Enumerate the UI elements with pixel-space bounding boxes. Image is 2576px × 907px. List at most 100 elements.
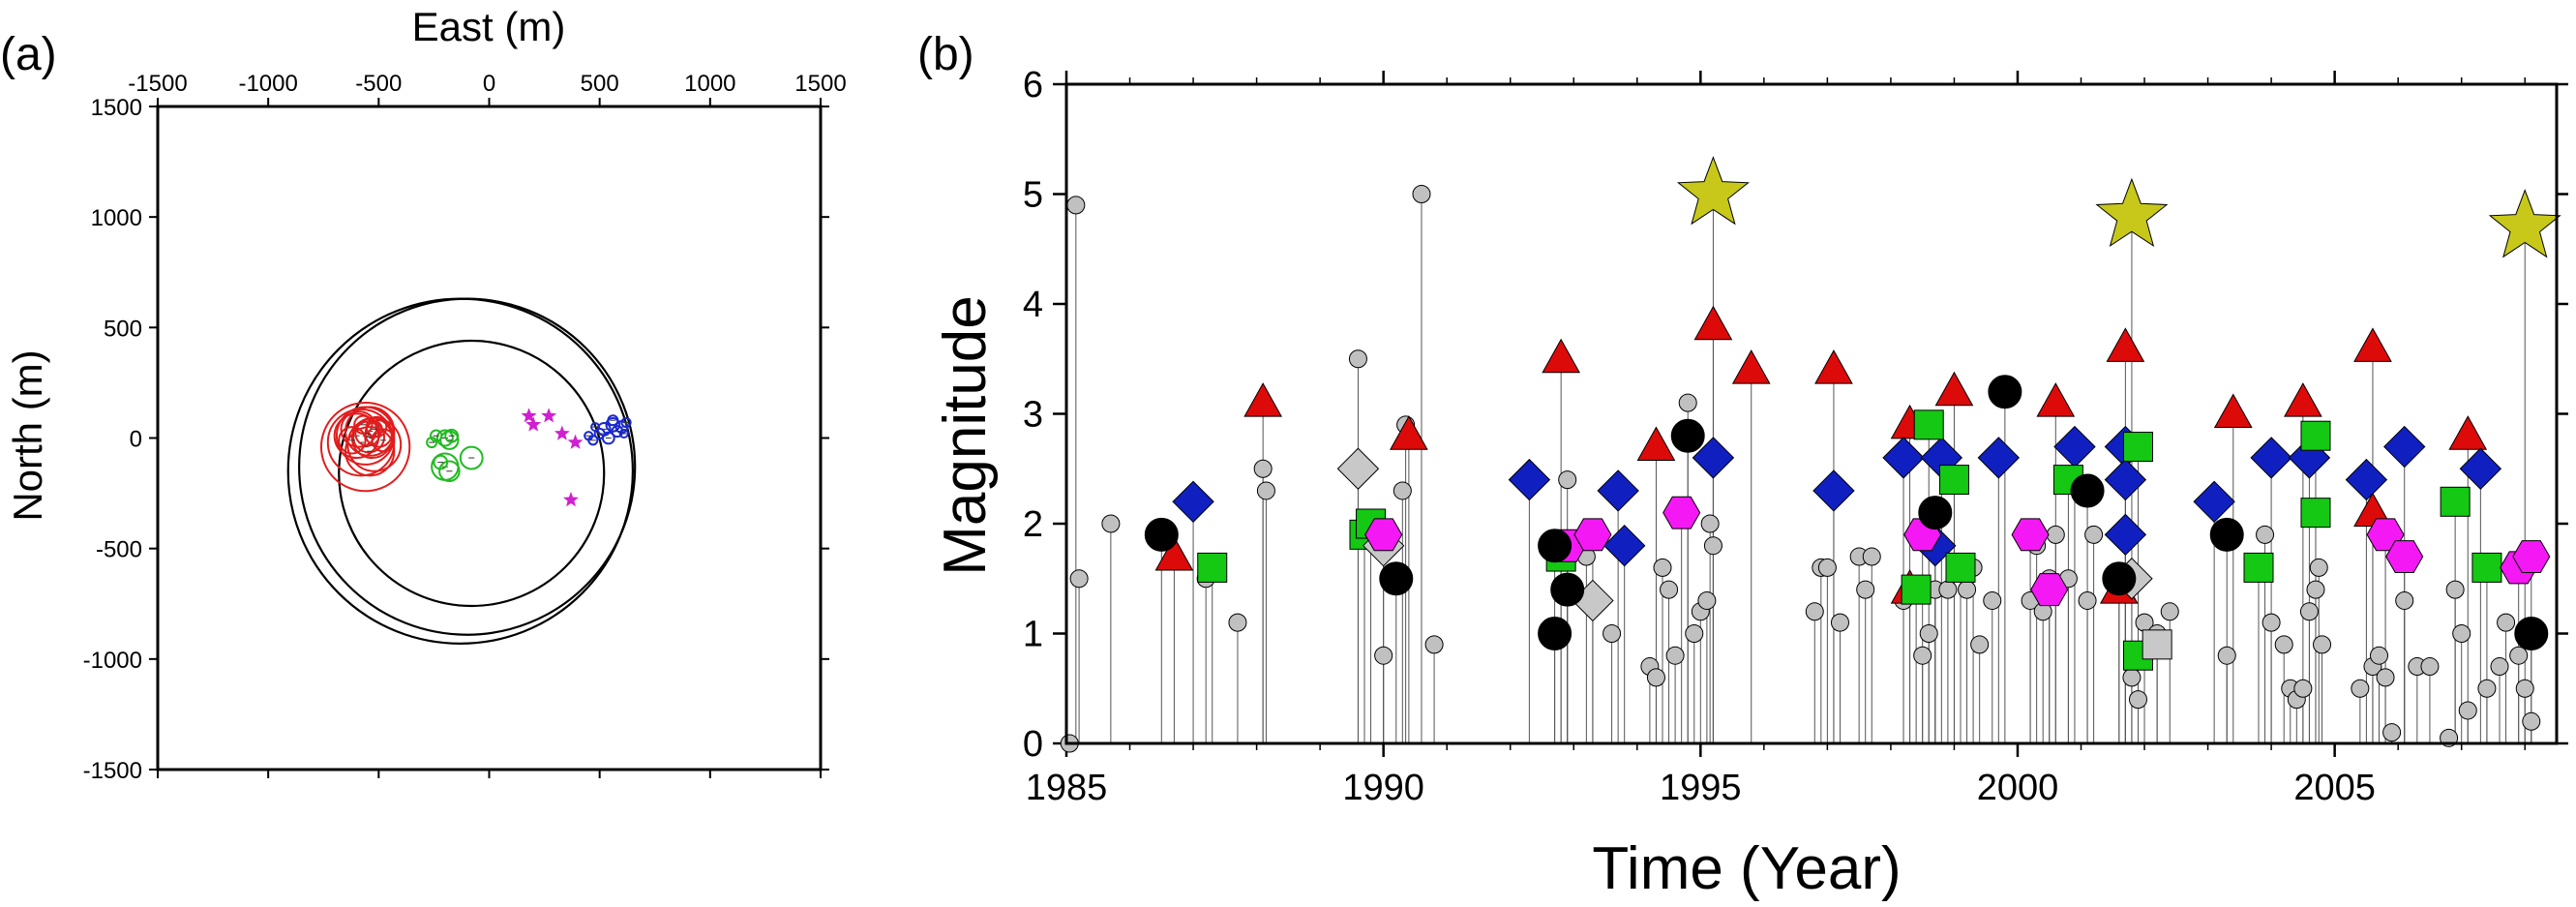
b-small-event [1603, 624, 1622, 643]
a-star-point [562, 491, 579, 507]
b-xtick-label: 2000 [1977, 768, 2059, 808]
a-circle-point [433, 454, 449, 470]
b-small-event [1685, 624, 1704, 643]
b-small-event [2046, 525, 2065, 544]
b-small-event [1856, 580, 1875, 599]
b-triangle-event [1390, 415, 1428, 450]
b-small-event [2122, 668, 2142, 687]
b-small-event [2395, 590, 2414, 610]
b-small-event [2299, 602, 2319, 621]
b-square-event [1913, 409, 1944, 440]
b-triangle-event [1154, 536, 1194, 571]
b-diamond-event [1977, 437, 2021, 479]
b-triangle-event [1934, 371, 1974, 407]
b-small-event [1697, 590, 1717, 610]
a-ytick-label: -1500 [83, 758, 142, 784]
b-circle-event [1144, 517, 1179, 552]
b-triangle-event [1636, 426, 1676, 462]
b-small-event [1830, 613, 1849, 632]
a-circle-point [435, 429, 454, 447]
panel-b-ticks: 1985 1990 1995 2000 2005 0 1 2 3 4 5 6 [1023, 65, 2568, 808]
b-hexagon-event [1573, 518, 1612, 552]
panel-b-ylabel: Magnitude [932, 295, 999, 576]
b-triangle-event [1814, 349, 1853, 384]
a-xtick-label: 1000 [684, 71, 735, 97]
b-small-event [1558, 470, 1577, 490]
b-star-event [2095, 177, 2169, 248]
b-small-event [1228, 613, 1247, 632]
b-small-event [1374, 646, 1393, 665]
b-small-event [2160, 602, 2179, 621]
a-xtick-label: 0 [483, 71, 495, 97]
a-star-point [541, 408, 557, 423]
b-small-event [1256, 481, 1275, 500]
b-square-event [1938, 465, 1969, 496]
a-ytick-label: 1500 [91, 95, 142, 121]
b-small-event [2490, 657, 2509, 677]
b-small-event [2274, 635, 2293, 654]
b-small-event [1862, 547, 1881, 566]
b-hexagon-event [2385, 540, 2424, 573]
b-small-event [1066, 196, 1086, 215]
b-diamond-event [1603, 524, 1646, 567]
panel-b-label: (b) [917, 29, 974, 80]
b-square-event [2471, 552, 2502, 583]
b-diamond-event [1882, 437, 1925, 479]
a-xtick-label: -1500 [128, 71, 187, 97]
b-small-event [1958, 580, 1977, 599]
b-triangle-event [1243, 382, 1283, 417]
b-small-event [2217, 646, 2236, 665]
panel-a-ticks: -1500 -1000 -500 0 500 1000 1500 1500 1000 500 0 -5… [83, 71, 847, 784]
b-diamond-event [2104, 513, 2147, 557]
b-circle-event [1379, 561, 1414, 596]
a-circle-point [319, 401, 411, 493]
b-small-event [2293, 679, 2313, 698]
a-ytick-label: 1000 [91, 205, 142, 231]
a-circle-point [459, 445, 484, 470]
b-circle-event [2102, 561, 2137, 596]
b-circle-event [1538, 529, 1573, 563]
b-diamond-event [2459, 447, 2502, 490]
a-circle-point [371, 428, 396, 453]
panel-b-xlabel: Time (Year) [1592, 835, 1901, 902]
b-small-event [2420, 657, 2440, 677]
b-small-event [2351, 679, 2370, 698]
b-square-event [1945, 552, 1976, 583]
b-diamond-event [1812, 469, 1855, 512]
b-small-event [1805, 602, 1824, 621]
b-small-event [1393, 481, 1412, 500]
panel-a-rings [286, 297, 637, 645]
panel-b: (b) Time (Year) Magnitude 1985 1990 1995 20… [917, 29, 2568, 902]
b-diamond-event [2053, 425, 2096, 469]
panel-a-label: (a) [0, 29, 57, 80]
b-hexagon-event [2011, 518, 2050, 552]
b-triangle-event [2353, 327, 2392, 362]
a-circle-point [365, 420, 383, 438]
b-small-event [2509, 646, 2529, 665]
b-hexagon-event [1662, 496, 1701, 529]
a-xtick-label: 500 [581, 71, 619, 97]
b-small-event [2452, 624, 2471, 643]
b-small-event [2084, 525, 2104, 544]
b-hexagon-event [2512, 540, 2551, 573]
a-circle-point [338, 426, 367, 455]
b-small-event [1424, 635, 1444, 654]
b-diamond-event [2250, 437, 2292, 479]
panel-a-ylabel: North (m) [5, 349, 50, 521]
a-xtick-label: 1500 [794, 71, 846, 97]
b-ytick-label: 4 [1023, 285, 1043, 325]
b-diamond-event [1336, 447, 1380, 490]
b-square-event [2122, 432, 2153, 463]
panel-a-xlabel: East (m) [412, 4, 566, 49]
b-star-event [1676, 156, 1750, 226]
b-diamond-event [2345, 458, 2388, 501]
b-triangle-event [1542, 338, 1581, 374]
b-square-event [1901, 574, 1932, 605]
b-small-event [1653, 558, 1672, 577]
a-circle-point [611, 425, 624, 438]
b-hexagon-event [2030, 573, 2069, 607]
b-small-event [1069, 569, 1089, 589]
b-small-event [1101, 514, 1121, 533]
b-small-event [1938, 580, 1958, 599]
